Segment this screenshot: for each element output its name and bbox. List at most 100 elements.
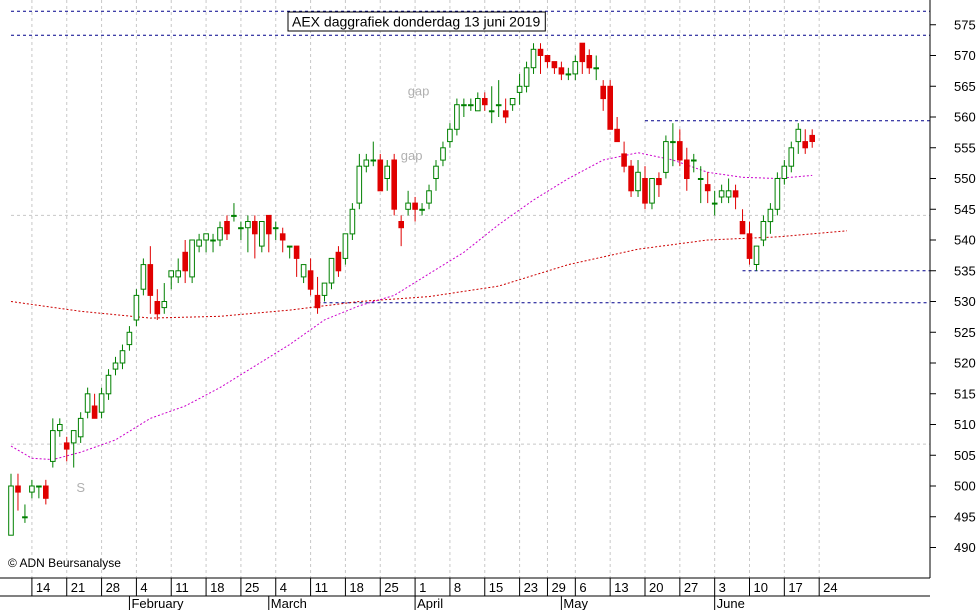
month-label-4: June [717,596,745,610]
candle-body-71 [502,110,509,118]
candle-56 [398,215,404,247]
candle-24 [175,258,181,284]
y-tick-label-555: 555 [954,140,976,155]
candle-body-83 [586,55,593,69]
y-tick-label-535: 535 [954,263,976,278]
candle-62 [440,141,446,167]
candle-body-57 [405,202,411,210]
candle-body-104 [732,190,739,198]
chart-title: AEX daggrafiek donderdag 13 juni 2019 [292,14,541,30]
x-tick-label-13: 15 [489,580,503,595]
candle-22 [161,283,168,314]
annotations: gap gap S [76,83,429,495]
candle-38 [272,221,279,240]
x-tick-label-17: 13 [614,580,628,595]
candle-body-86 [607,85,614,130]
candle-68 [482,92,488,111]
candle-12 [91,393,98,419]
candle-113 [795,123,802,154]
candle-body-19 [140,264,147,290]
gridlines [31,0,820,578]
candle-body-28 [203,233,209,241]
candle-body-40 [286,245,293,248]
x-tick-label-2: 28 [106,580,120,595]
candle-47 [335,246,342,277]
candle-7 [57,418,63,437]
candle-11 [84,387,91,419]
candle-101 [711,190,718,216]
candle-69 [488,86,495,124]
candle-97 [684,147,690,191]
candle-body-46 [328,257,335,284]
candle-body-39 [279,233,286,241]
y-tick-label-515: 515 [954,386,976,401]
x-tick-label-7: 4 [280,580,287,595]
annotation-2: S [76,480,85,495]
candle-body-38 [272,227,279,230]
candle-54 [384,160,390,191]
candle-18 [133,289,140,327]
candle-58 [412,196,418,222]
candle-body-59 [419,208,425,211]
candle-59 [419,203,425,216]
candle-body-95 [670,141,676,144]
candle-73 [516,73,523,105]
candle-25 [182,240,188,284]
candle-0 [8,473,14,536]
candle-body-1 [15,485,21,493]
x-tick-label-21: 10 [754,580,768,595]
candle-body-79 [558,67,565,75]
x-tick-label-3: 4 [140,580,147,595]
candle-20 [147,246,154,314]
x-tick-label-18: 20 [649,580,663,595]
candle-70 [495,80,502,117]
y-tick-label-565: 565 [954,79,976,94]
candle-91 [642,166,648,210]
candle-body-107 [753,245,760,266]
candle-23 [168,270,174,290]
month-label-2: April [417,596,443,610]
candle-body-50 [356,165,363,204]
candle-body-34 [245,221,251,229]
candle-31 [224,215,230,240]
support-resistance-lines [11,10,930,445]
y-tick-label-510: 510 [954,417,976,432]
candle-body-106 [746,233,753,259]
y-tick-label-545: 545 [954,202,976,217]
candle-66 [468,98,474,111]
candle-60 [426,184,432,210]
candle-body-53 [377,159,384,192]
candle-30 [217,221,223,247]
candle-74 [523,61,530,93]
candle-61 [433,160,439,191]
candle-body-77 [544,55,551,63]
candle-body-98 [691,159,697,162]
candle-body-15 [112,362,119,370]
x-tick-label-15: 29 [551,580,565,595]
candles [8,42,816,536]
candle-15 [112,356,119,376]
candle-40 [286,245,293,259]
candle-body-13 [98,393,105,413]
candle-49 [349,203,356,240]
candle-14 [105,369,112,400]
copyright-label: © ADN Beursanalyse [8,556,121,570]
candle-body-114 [802,141,809,149]
x-tick-label-4: 11 [175,580,189,595]
month-label-3: May [563,596,588,610]
candle-46 [328,257,335,290]
y-tick-label-520: 520 [954,356,976,371]
candle-10 [77,412,84,443]
candle-body-102 [718,190,725,198]
candle-94 [663,135,669,179]
candle-body-3 [29,485,35,493]
candle-85 [600,80,607,111]
candle-26 [189,239,195,284]
candle-body-105 [739,221,746,235]
candle-21 [154,289,161,320]
candle-body-101 [711,202,718,205]
chart-title-box: AEX daggrafiek donderdag 13 juni 2019 [287,11,546,32]
candle-29 [210,233,216,253]
